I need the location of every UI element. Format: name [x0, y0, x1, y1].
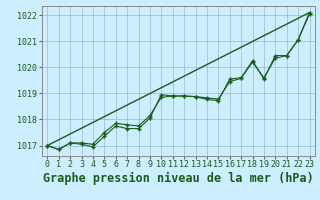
X-axis label: Graphe pression niveau de la mer (hPa): Graphe pression niveau de la mer (hPa) — [43, 172, 314, 185]
